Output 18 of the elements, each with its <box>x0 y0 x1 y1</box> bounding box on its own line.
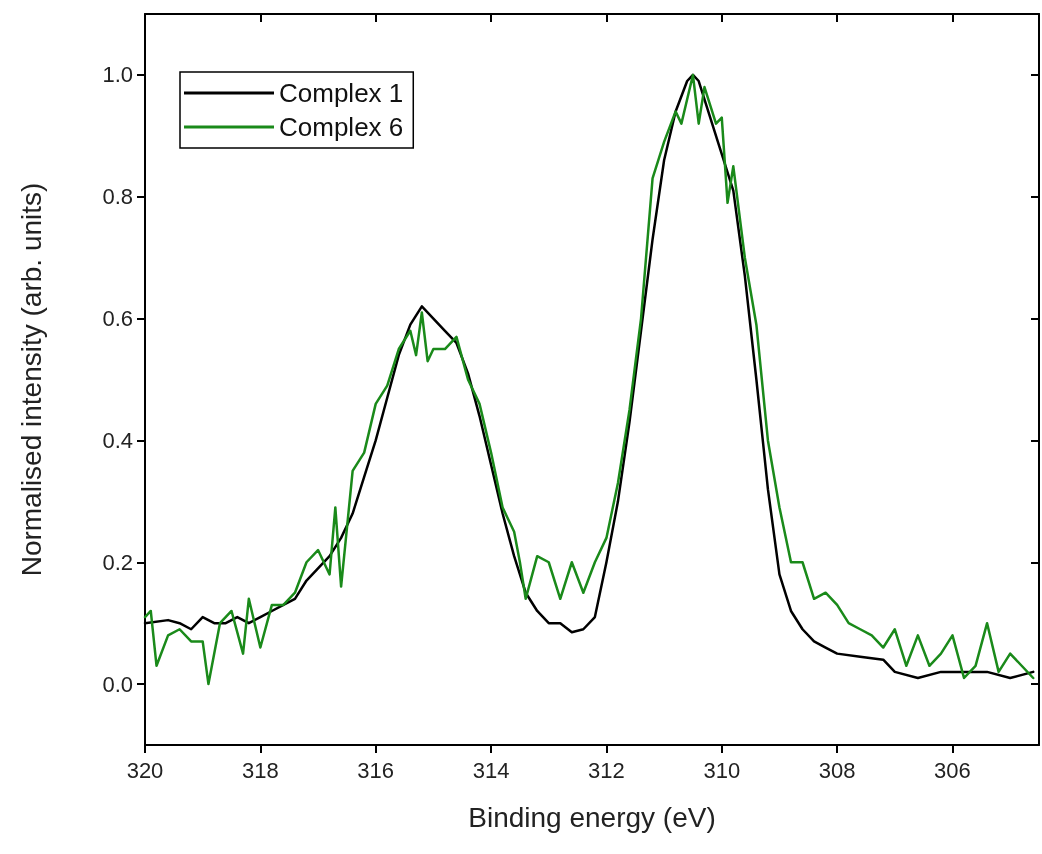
x-tick-label: 320 <box>126 757 164 783</box>
x-tick-label: 310 <box>703 757 741 783</box>
y-tick-label: 0.8 <box>102 184 133 210</box>
x-tick-label: 312 <box>588 757 625 783</box>
y-tick-label: 0.2 <box>102 549 133 575</box>
x-tick-label: 308 <box>818 757 856 783</box>
y-tick-label: 0.6 <box>102 306 133 332</box>
legend-label: Complex 6 <box>279 112 404 142</box>
y-tick-label: 0.4 <box>102 427 133 453</box>
x-tick-label: 314 <box>472 757 510 783</box>
y-tick-label: 1.0 <box>102 62 133 88</box>
x-tick-label: 318 <box>242 757 279 783</box>
legend-label: Complex 1 <box>279 78 404 108</box>
x-axis-title: Binding energy (eV) <box>468 801 716 833</box>
x-tick-label: 316 <box>357 757 395 783</box>
y-tick-label: 0.0 <box>102 671 133 697</box>
x-tick-label: 306 <box>934 757 971 783</box>
y-axis-title: Normalised intensity (arb. units) <box>15 182 47 577</box>
